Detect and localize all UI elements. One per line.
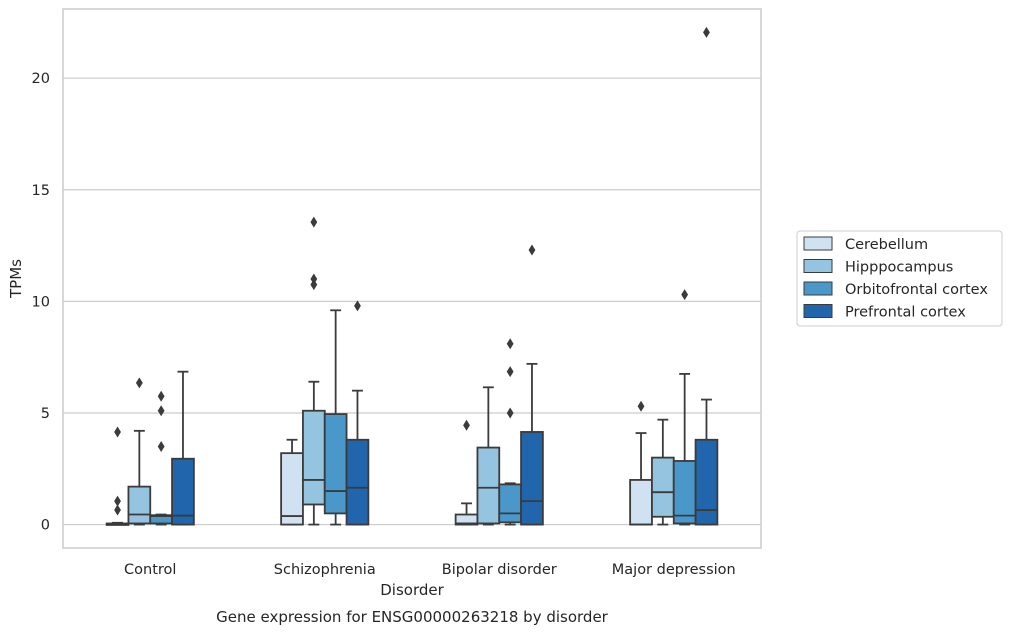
- box-iqr: [345, 438, 370, 526]
- box-3-0: [629, 432, 653, 526]
- outlier-1-1-0: [310, 216, 318, 228]
- plot-frame: [62, 8, 762, 549]
- y-tick-label-10: 10: [32, 294, 50, 310]
- y-axis-label: TPMs: [7, 259, 25, 299]
- x-tick-label-1: Schizophrenia: [274, 562, 376, 578]
- x-tick-label-0: Control: [124, 562, 176, 578]
- outlier-2-3-0: [528, 244, 536, 256]
- box-2-0: [454, 502, 479, 526]
- outlier-3-2-0: [681, 289, 689, 301]
- legend-swatch-2: [803, 281, 833, 296]
- outlier-0-0-0: [114, 426, 121, 438]
- y-tick-label-5: 5: [41, 406, 50, 422]
- y-tick-label-0: 0: [41, 518, 50, 534]
- x-tick-label-2: Bipolar disorder: [442, 562, 557, 578]
- legend-swatch-0: [803, 236, 833, 251]
- box-0-2: [149, 513, 173, 526]
- x-tick-label-3: Major depression: [612, 562, 736, 578]
- box-iqr: [476, 446, 501, 525]
- legend-swatch-3: [803, 304, 833, 318]
- legend-swatch-1: [803, 259, 833, 273]
- y-tick-label-15: 15: [32, 183, 50, 199]
- legend-label-0: Cerebellum: [845, 237, 928, 253]
- outlier-0-0-1: [114, 495, 121, 507]
- box-0-3: [171, 370, 195, 526]
- box-iqr: [629, 479, 653, 526]
- box-0-0: [105, 521, 130, 526]
- box-2-2: [498, 482, 522, 526]
- box-iqr: [520, 431, 544, 526]
- outlier-1-1-1: [310, 273, 318, 285]
- box-3-1: [651, 418, 675, 526]
- box-iqr: [498, 483, 522, 524]
- box-2-1: [476, 386, 501, 526]
- box-1-1: [302, 380, 326, 526]
- box-iqr: [171, 457, 195, 526]
- boxes-layer: [105, 309, 719, 526]
- outlier-2-2-1: [506, 366, 514, 378]
- box-iqr: [651, 456, 675, 518]
- outlier-2-0-0: [463, 419, 470, 431]
- box-3-3: [694, 398, 719, 526]
- outlier-0-2-0: [157, 390, 165, 402]
- box-iqr: [280, 452, 304, 526]
- legend-label-2: Orbitofrontal cortex: [845, 282, 988, 298]
- box-3-2: [672, 373, 697, 526]
- box-iqr: [127, 485, 152, 525]
- box-iqr: [672, 460, 697, 525]
- box-0-1: [127, 429, 152, 526]
- box-iqr: [302, 409, 326, 506]
- legend-label-1: Hipppocampus: [845, 260, 953, 276]
- outlier-2-2-0: [506, 338, 514, 350]
- outlier-0-2-2: [157, 440, 165, 452]
- box-2-3: [520, 362, 544, 526]
- outlier-0-0-2: [114, 504, 121, 516]
- legend-frame: [796, 230, 1003, 327]
- outlier-3-3-0: [703, 26, 710, 38]
- x-axis-label: Disorder: [380, 581, 444, 599]
- outlier-1-3-0: [354, 300, 361, 312]
- legend: Cerebellum Hipppocampus Orbitofrontal cort…: [796, 230, 1003, 327]
- y-tick-label-20: 20: [32, 71, 50, 87]
- outlier-2-2-2: [506, 407, 514, 419]
- outlier-3-0-0: [637, 400, 645, 412]
- y-tick-labels: 0 5 10 15 20: [32, 71, 50, 533]
- outliers-layer: [114, 26, 710, 516]
- chart-title: Gene expression for ENSG00000263218 by d…: [216, 608, 609, 626]
- outlier-0-1-0: [135, 377, 143, 389]
- box-iqr: [323, 413, 348, 515]
- outlier-0-2-1: [157, 405, 165, 417]
- box-1-2: [323, 309, 348, 526]
- box-iqr: [694, 438, 719, 526]
- legend-label-3: Prefrontal cortex: [845, 305, 966, 321]
- box-1-3: [345, 389, 370, 526]
- x-tick-labels: Control Schizophrenia Bipolar disorder Majo…: [124, 562, 736, 578]
- outlier-1-1-2: [310, 279, 318, 291]
- box-1-0: [280, 438, 304, 526]
